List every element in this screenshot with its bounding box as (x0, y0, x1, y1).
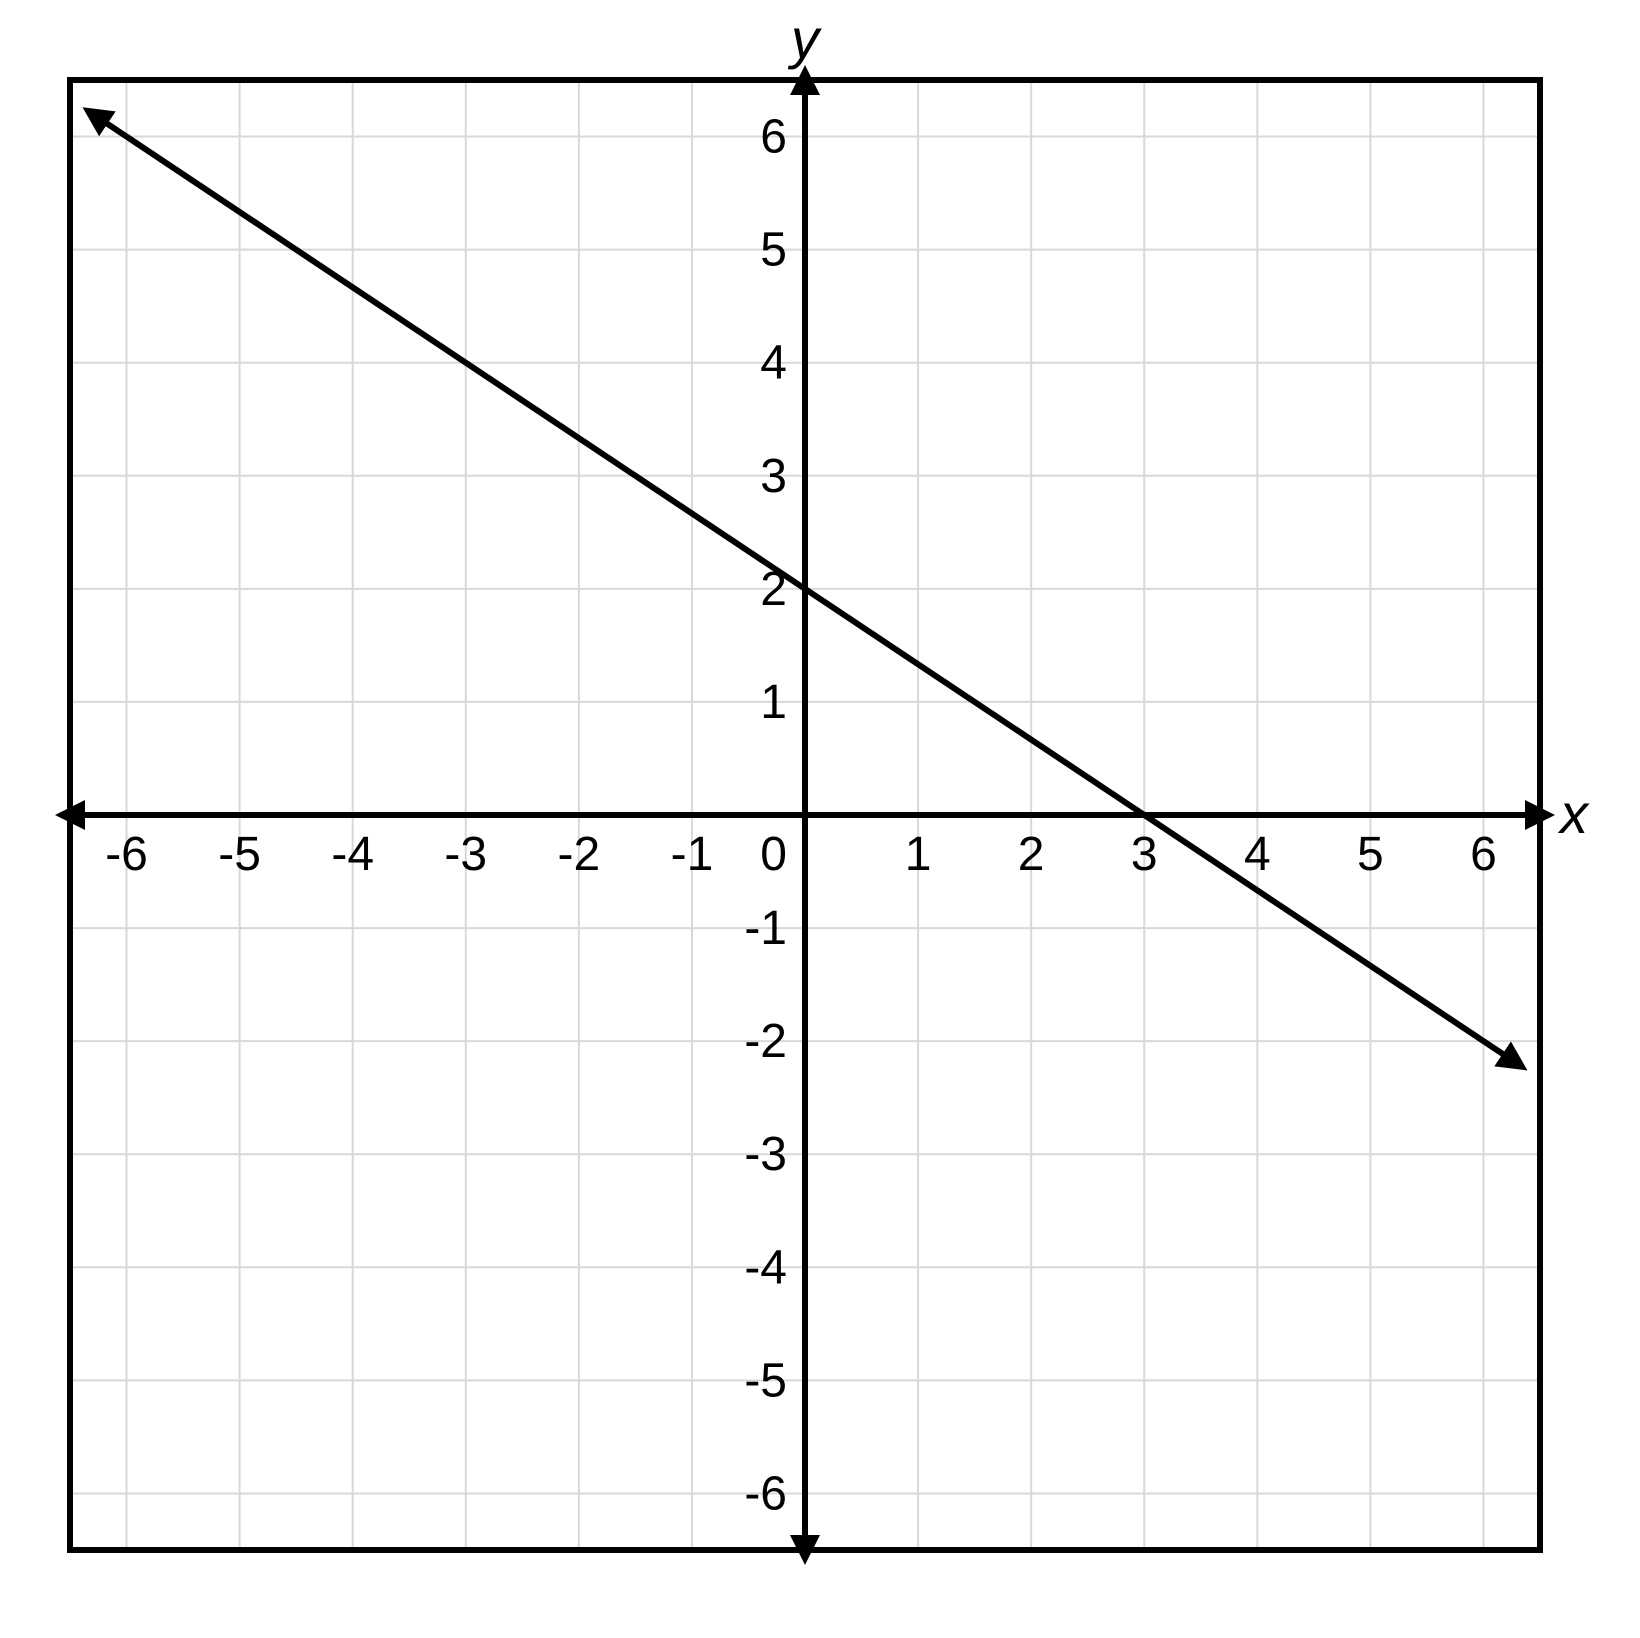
y-tick-label: -4 (744, 1241, 787, 1294)
x-tick-label: -1 (671, 828, 714, 881)
x-tick-label: 4 (1244, 828, 1271, 881)
y-axis-label: y (787, 7, 822, 70)
y-tick-label: 1 (760, 676, 787, 729)
x-axis-label: x (1557, 782, 1590, 845)
y-tick-label: -5 (744, 1354, 787, 1407)
y-tick-label: 6 (760, 111, 787, 164)
x-tick-label: -4 (331, 828, 374, 881)
x-tick-label: 0 (760, 828, 787, 881)
y-tick-label: 4 (760, 337, 787, 390)
y-tick-label: -6 (744, 1467, 787, 1520)
x-tick-label: -2 (558, 828, 601, 881)
y-tick-label: 5 (760, 224, 787, 277)
x-tick-label: 3 (1131, 828, 1158, 881)
x-tick-label: -3 (444, 828, 487, 881)
x-tick-label: -6 (105, 828, 148, 881)
x-tick-label: 6 (1470, 828, 1497, 881)
x-tick-label: 2 (1018, 828, 1045, 881)
y-tick-label: 3 (760, 450, 787, 503)
x-tick-label: -5 (218, 828, 261, 881)
x-tick-label: 1 (905, 828, 932, 881)
y-tick-label: -2 (744, 1015, 787, 1068)
x-tick-label: 5 (1357, 828, 1384, 881)
coordinate-plane-chart: -6-5-4-3-2-10123456-6-5-4-3-2-1123456xy (0, 0, 1640, 1638)
y-tick-label: -1 (744, 902, 787, 955)
y-tick-label: -3 (744, 1128, 787, 1181)
chart-background (0, 0, 1640, 1638)
